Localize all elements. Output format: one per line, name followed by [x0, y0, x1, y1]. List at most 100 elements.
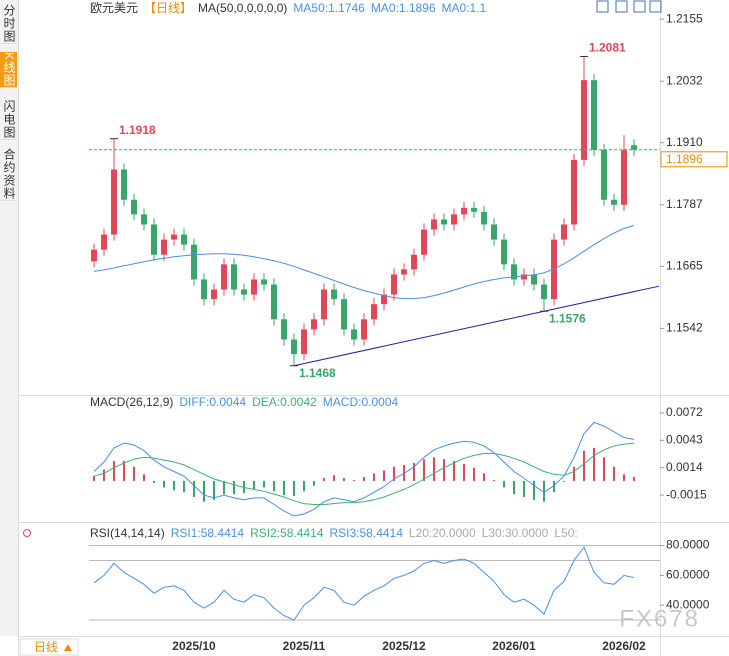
macd-bar	[203, 480, 205, 502]
candle-body	[631, 145, 637, 150]
candle-body	[591, 80, 597, 150]
macd-bar	[483, 473, 485, 481]
candle-body	[601, 149, 607, 200]
header-item: MA(50,0,0,0,0,0)	[198, 1, 287, 15]
header-item: MA0:1.1896	[371, 1, 436, 15]
macd-bar	[443, 459, 445, 481]
trendline	[293, 285, 660, 367]
candle-body	[261, 279, 267, 285]
macd-bar	[313, 480, 315, 486]
y-tick-label: 1.1910	[666, 135, 703, 149]
candle-body	[321, 289, 327, 320]
macd-bar	[513, 480, 515, 495]
toolbar-icon[interactable]	[633, 0, 646, 13]
candle-body	[481, 211, 487, 225]
macd-line	[93, 442, 635, 505]
period-button-label[interactable]: 日线	[34, 640, 58, 654]
candle-body	[411, 254, 417, 270]
candle-body	[91, 249, 97, 262]
header-item: RSI(14,14,14)	[90, 526, 165, 540]
candle-body	[621, 149, 627, 205]
x-tick-label: 2026/02	[602, 639, 646, 653]
macd-bar	[423, 459, 425, 481]
candle-body	[371, 304, 377, 320]
header-item: 【日线】	[144, 1, 192, 15]
toolbar-icon[interactable]	[615, 0, 628, 13]
macd-bar	[473, 467, 475, 481]
header-item: RSI2:58.4414	[250, 526, 324, 540]
extreme-label: 1.1576	[549, 311, 586, 325]
x-tick-label: 2025/11	[283, 639, 326, 653]
candle-body	[171, 234, 177, 240]
macd-bar	[593, 447, 595, 481]
header-item: L50:	[554, 526, 577, 540]
macd-bar	[253, 480, 255, 490]
candle-body	[471, 207, 477, 212]
header-item: MACD:0.0004	[323, 395, 399, 409]
macd-bar	[393, 466, 395, 481]
macd-bar	[533, 480, 535, 500]
y-tick-label: 60.0000	[666, 568, 710, 582]
macd-bar	[333, 475, 335, 481]
x-tick-label: 2026/01	[492, 639, 536, 653]
last-price-label: 1.1896	[666, 152, 703, 166]
toolbar-icon[interactable]	[649, 0, 662, 13]
candle-body	[101, 234, 107, 250]
y-tick-label: 0.0072	[666, 405, 703, 419]
candle-body	[181, 234, 187, 245]
macd-bar	[143, 474, 145, 481]
macd-bar	[193, 480, 195, 497]
extreme-label: 1.1468	[299, 366, 336, 380]
period-button-arrow[interactable]	[64, 644, 72, 651]
candle-body	[231, 264, 237, 290]
candle-body	[451, 214, 457, 225]
candle-body	[251, 279, 257, 295]
sidebar-tab[interactable]: K线图	[0, 52, 17, 89]
candle-body	[361, 319, 367, 340]
candle-body	[511, 264, 517, 280]
macd-bar	[543, 480, 545, 502]
macd-bar	[123, 461, 125, 481]
candle-body	[611, 199, 617, 205]
toolbar	[596, 0, 662, 13]
macd-bar	[183, 480, 185, 493]
candle-body	[461, 207, 467, 215]
candle-body	[401, 269, 407, 275]
macd-bar	[373, 473, 375, 481]
macd-bar	[323, 478, 325, 481]
y-tick-label: 1.1665	[666, 259, 703, 273]
last-price-box	[660, 151, 728, 168]
candle-body	[301, 329, 307, 355]
macd-bar	[343, 478, 345, 481]
macd-bar	[503, 480, 505, 488]
y-tick-label: 40.0000	[666, 597, 710, 611]
header-item: L20:20.0000	[409, 526, 476, 540]
header-item: MACD(26,12,9)	[90, 395, 173, 409]
rsi-line	[93, 546, 635, 621]
extreme-label: 1.1918	[119, 123, 156, 137]
macd-bar	[603, 457, 605, 481]
macd-bar	[93, 476, 95, 481]
candle-body	[581, 80, 587, 160]
period-button[interactable]	[19, 638, 79, 656]
macd-bar	[153, 480, 155, 483]
sidebar-tab[interactable]: 闪电图	[0, 100, 17, 140]
y-tick-label: 0.0014	[666, 460, 703, 474]
candle-body	[391, 274, 397, 295]
y-tick-label: 1.1542	[666, 321, 703, 335]
macd-bar	[213, 480, 215, 500]
macd-line	[93, 421, 635, 517]
macd-bar	[413, 462, 415, 481]
macd-bar	[113, 461, 115, 481]
toolbar-icon[interactable]	[596, 0, 609, 13]
macd-bar	[103, 469, 105, 481]
macd-bar	[293, 480, 295, 497]
macd-bar	[363, 477, 365, 481]
x-tick-label: 2025/10	[172, 639, 216, 653]
sidebar-tab[interactable]: 合约资料	[0, 148, 17, 201]
sidebar-tab[interactable]: 分时图	[0, 4, 17, 44]
candle-body	[191, 244, 197, 280]
macd-bar	[173, 480, 175, 491]
candle-body	[151, 224, 157, 255]
